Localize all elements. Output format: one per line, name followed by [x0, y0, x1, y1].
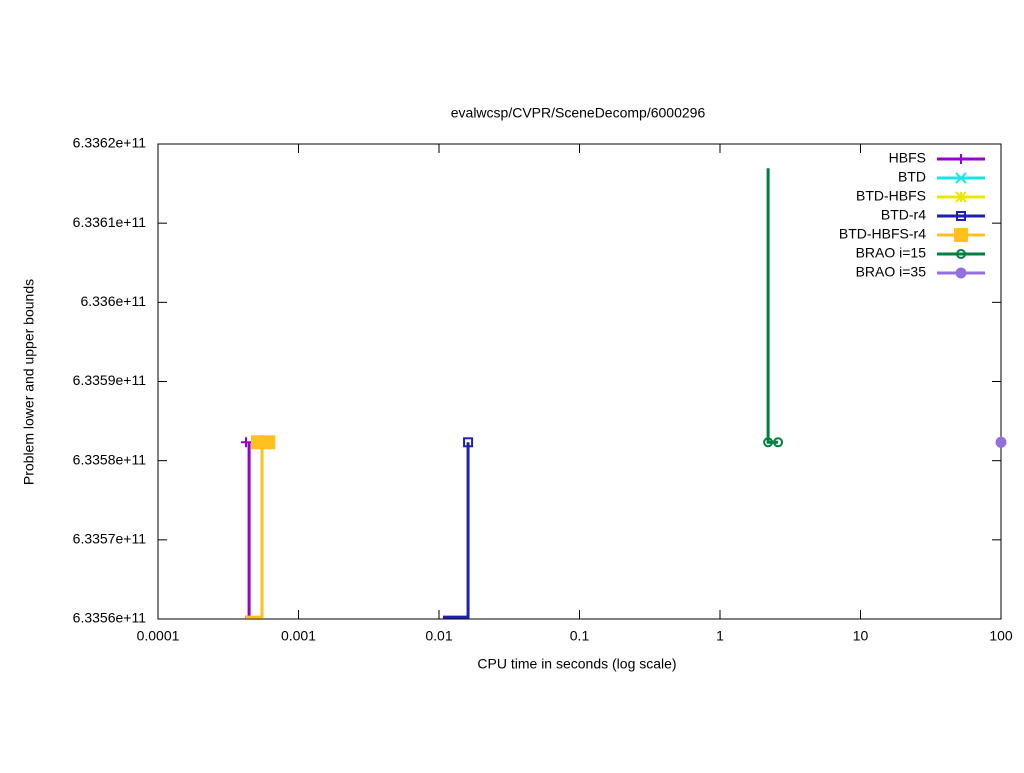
legend-label: HBFS: [889, 150, 926, 166]
y-tick-label: 6.3357e+11: [73, 531, 147, 547]
y-tick-label: 6.3356e+11: [73, 610, 147, 626]
marker: [956, 154, 966, 164]
marker: [956, 211, 966, 221]
marker: [261, 435, 276, 450]
marker: [241, 437, 252, 448]
marker: [955, 172, 967, 184]
y-tick-label: 6.336e+11: [80, 293, 146, 309]
marker: [955, 267, 967, 279]
marker: [995, 436, 1007, 448]
legend-label: BTD: [898, 169, 926, 185]
y-tick-label: 6.3358e+11: [73, 451, 147, 467]
marker: [955, 191, 967, 203]
y-tick-label: 6.3359e+11: [73, 372, 147, 388]
x-tick-label: 0.0001: [137, 628, 180, 644]
x-tick-label: 10: [853, 628, 869, 644]
series-line: [766, 168, 779, 444]
legend-label: BTD-HBFS-r4: [839, 226, 926, 242]
legend-label: BTD-HBFS: [856, 188, 926, 204]
x-tick-label: 0.001: [281, 628, 316, 644]
x-tick-label: 0.1: [570, 628, 590, 644]
marker: [956, 249, 966, 259]
marker: [763, 437, 774, 448]
x-axis-label: CPU time in seconds (log scale): [477, 656, 676, 672]
series-line: [442, 442, 470, 619]
plot-border: [157, 143, 1002, 620]
x-tick-label: 0.01: [425, 628, 452, 644]
legend-label: BTD-r4: [881, 207, 926, 223]
chart-title: evalwcsp/CVPR/SceneDecomp/6000296: [451, 105, 706, 121]
y-axis-label: Problem lower and upper bounds: [21, 279, 37, 485]
marker: [773, 437, 784, 448]
marker: [954, 228, 968, 242]
x-tick-label: 1: [716, 628, 724, 644]
x-tick-label: 100: [989, 628, 1013, 644]
legend-label: BRAO i=35: [856, 264, 927, 280]
y-tick-label: 6.3361e+11: [73, 214, 147, 230]
series-line: [245, 442, 251, 619]
legend-label: BRAO i=15: [856, 245, 927, 261]
marker: [463, 437, 474, 448]
y-tick-label: 6.3362e+11: [73, 135, 147, 151]
